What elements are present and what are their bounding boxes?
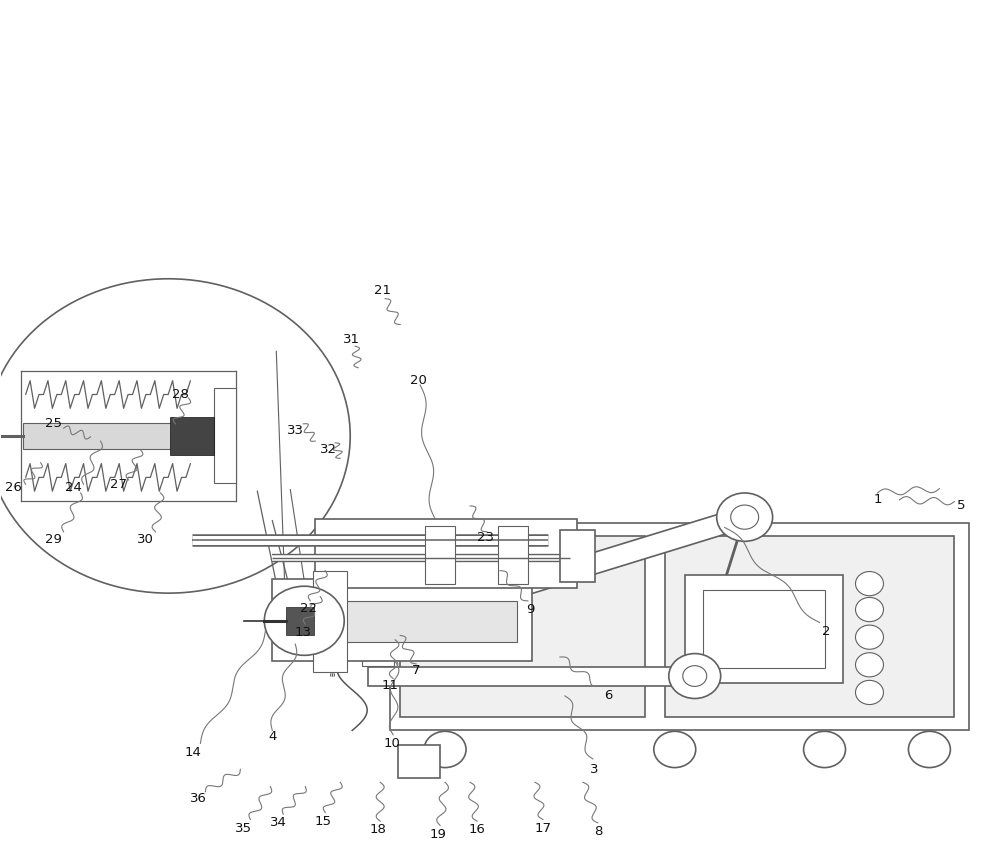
Text: 35: 35	[235, 822, 252, 835]
Bar	[685, 575, 843, 683]
Text: 23: 23	[477, 531, 494, 544]
Text: 24: 24	[65, 481, 82, 494]
Text: 16: 16	[469, 823, 485, 836]
Text: 11: 11	[382, 679, 399, 692]
Bar	[665, 536, 954, 717]
Text: 7: 7	[412, 664, 420, 677]
Bar	[170, 417, 214, 455]
Text: 20: 20	[410, 375, 427, 388]
Circle shape	[908, 731, 950, 767]
Circle shape	[683, 666, 707, 687]
Text: 30: 30	[137, 533, 154, 546]
Text: 32: 32	[320, 443, 337, 456]
Bar	[315, 519, 577, 588]
Circle shape	[856, 681, 883, 704]
Circle shape	[856, 572, 883, 596]
Text: 26: 26	[5, 481, 22, 494]
Text: 6: 6	[604, 689, 612, 702]
Text: 21: 21	[374, 284, 391, 297]
Bar	[317, 601, 517, 643]
Bar	[703, 590, 825, 669]
Circle shape	[717, 493, 773, 541]
Bar	[425, 526, 455, 585]
Circle shape	[264, 586, 344, 656]
Text: 27: 27	[110, 477, 127, 490]
Text: 2: 2	[822, 625, 831, 638]
Circle shape	[654, 731, 696, 767]
Text: 36: 36	[190, 792, 207, 805]
Bar	[286, 607, 314, 635]
Circle shape	[0, 279, 350, 593]
Polygon shape	[368, 667, 695, 686]
Text: 10: 10	[384, 737, 401, 750]
Text: 29: 29	[45, 533, 62, 546]
Text: 28: 28	[172, 388, 189, 401]
Text: 33: 33	[287, 424, 304, 438]
Circle shape	[856, 653, 883, 677]
Text: 22: 22	[300, 602, 317, 615]
Text: 15: 15	[315, 815, 332, 828]
Bar	[214, 388, 236, 484]
Circle shape	[731, 505, 759, 529]
Text: 31: 31	[343, 333, 360, 346]
Circle shape	[856, 598, 883, 622]
Text: 13: 13	[295, 626, 312, 639]
Text: 14: 14	[185, 746, 202, 759]
Text: 34: 34	[270, 817, 287, 830]
Bar	[560, 530, 595, 582]
Polygon shape	[364, 508, 749, 643]
Bar	[313, 571, 347, 672]
Text: 1: 1	[873, 493, 882, 506]
Circle shape	[669, 654, 721, 699]
Bar	[23, 423, 180, 449]
Text: 25: 25	[45, 418, 62, 431]
Text: 18: 18	[370, 823, 387, 836]
Text: 4: 4	[268, 730, 277, 743]
Circle shape	[856, 625, 883, 650]
Circle shape	[804, 731, 846, 767]
Text: 19: 19	[430, 828, 447, 841]
Bar	[362, 636, 394, 666]
Text: 17: 17	[534, 822, 551, 835]
Bar	[398, 745, 440, 778]
Text: 9: 9	[526, 603, 534, 616]
Circle shape	[424, 731, 466, 767]
Bar	[400, 536, 645, 717]
Text: 5: 5	[957, 499, 966, 512]
Text: 3: 3	[590, 763, 598, 776]
Bar	[390, 523, 969, 730]
Bar	[498, 526, 528, 585]
Text: 8: 8	[594, 825, 602, 838]
Bar	[272, 580, 532, 662]
